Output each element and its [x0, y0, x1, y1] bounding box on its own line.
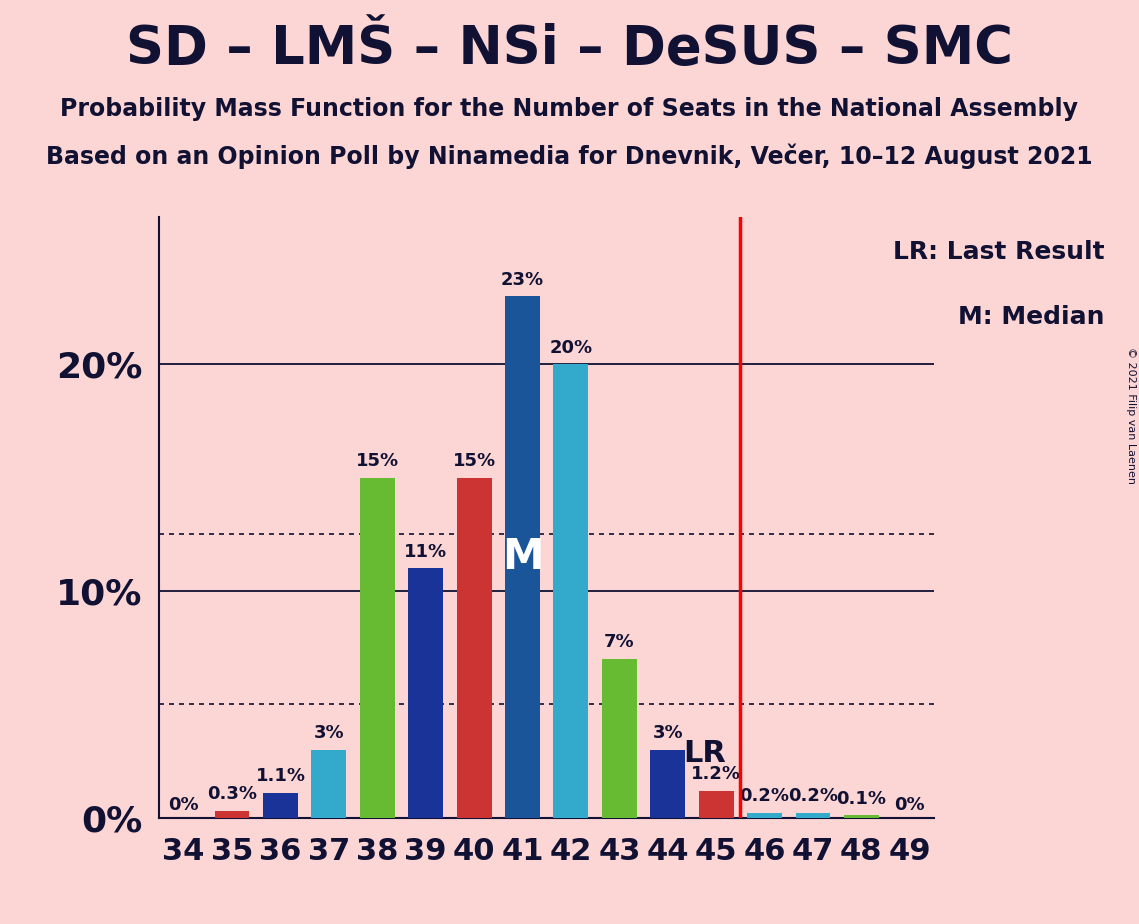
Text: 11%: 11%: [404, 542, 448, 561]
Bar: [650, 749, 686, 818]
Text: 0.2%: 0.2%: [788, 787, 838, 806]
Bar: [214, 811, 249, 818]
Text: 20%: 20%: [549, 338, 592, 357]
Bar: [311, 749, 346, 818]
Bar: [601, 659, 637, 818]
Text: M: M: [502, 536, 543, 578]
Bar: [408, 568, 443, 818]
Text: 15%: 15%: [452, 452, 495, 469]
Text: 1.1%: 1.1%: [255, 767, 305, 784]
Text: 23%: 23%: [501, 271, 544, 288]
Bar: [457, 478, 492, 818]
Text: 0%: 0%: [894, 796, 925, 814]
Text: SD – LMŠ – NSi – DeSUS – SMC: SD – LMŠ – NSi – DeSUS – SMC: [126, 23, 1013, 75]
Text: Probability Mass Function for the Number of Seats in the National Assembly: Probability Mass Function for the Number…: [60, 97, 1079, 121]
Bar: [505, 297, 540, 818]
Text: LR: LR: [683, 739, 726, 768]
Bar: [263, 793, 298, 818]
Text: M: Median: M: Median: [958, 305, 1105, 329]
Bar: [360, 478, 395, 818]
Text: Based on an Opinion Poll by Ninamedia for Dnevnik, Večer, 10–12 August 2021: Based on an Opinion Poll by Ninamedia fo…: [47, 143, 1092, 169]
Text: 15%: 15%: [355, 452, 399, 469]
Text: 0.3%: 0.3%: [207, 785, 257, 803]
Text: 0.2%: 0.2%: [739, 787, 789, 806]
Text: 1.2%: 1.2%: [691, 765, 741, 783]
Bar: [554, 364, 589, 818]
Text: © 2021 Filip van Laenen: © 2021 Filip van Laenen: [1126, 347, 1136, 484]
Bar: [747, 813, 782, 818]
Text: LR: Last Result: LR: Last Result: [893, 240, 1105, 264]
Text: 7%: 7%: [604, 633, 634, 651]
Text: 0.1%: 0.1%: [836, 789, 886, 808]
Text: 3%: 3%: [653, 723, 683, 742]
Text: 3%: 3%: [313, 723, 344, 742]
Bar: [844, 816, 879, 818]
Bar: [795, 813, 830, 818]
Bar: [698, 791, 734, 818]
Text: 0%: 0%: [169, 796, 199, 814]
